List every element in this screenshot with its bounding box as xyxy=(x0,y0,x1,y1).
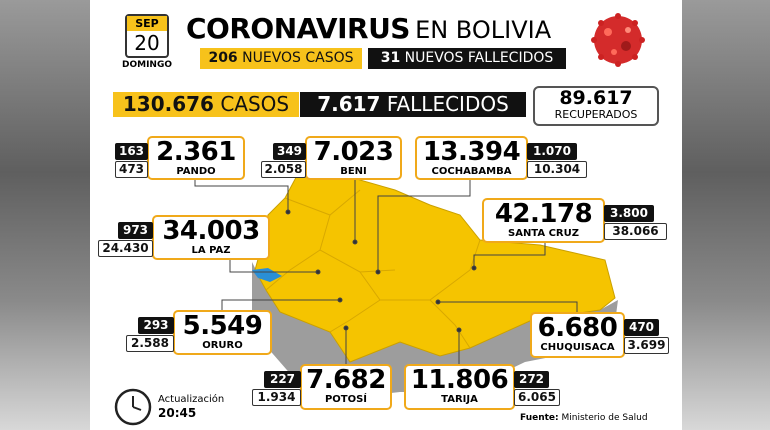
update-time: 20:45 xyxy=(158,406,197,420)
department-name: TARIJA xyxy=(441,394,478,405)
department-recovered: 473 xyxy=(115,161,148,178)
total-cases-value: 130.676 xyxy=(122,92,214,116)
calendar-weekday: DOMINGO xyxy=(122,60,172,70)
new-cases: 206 NUEVOS CASOS xyxy=(200,48,362,69)
department-recovered: 38.066 xyxy=(604,223,667,240)
leader-dot xyxy=(343,325,349,331)
department-box: 34.003 LA PAZ xyxy=(152,215,270,260)
department-name: BENI xyxy=(340,166,367,177)
department-cases: 7.023 xyxy=(313,137,394,167)
department-box: 5.549 ORURO xyxy=(173,310,272,355)
department-recovered: 6.065 xyxy=(514,389,560,406)
department-box: 2.361 PANDO xyxy=(147,136,245,180)
department-deaths: 973 xyxy=(118,222,153,239)
total-deaths-value: 7.617 xyxy=(317,92,381,116)
source: Fuente: Ministerio de Salud xyxy=(520,413,648,423)
total-recovered-value: 89.617 xyxy=(559,87,633,109)
department-recovered: 3.699 xyxy=(624,337,669,354)
department-cases: 6.680 xyxy=(537,313,618,343)
leader-line xyxy=(438,301,578,312)
total-cases: 130.676 CASOS xyxy=(113,92,299,117)
department-deaths: 1.070 xyxy=(527,143,577,160)
department-cases: 13.394 xyxy=(422,137,521,167)
leader-dot xyxy=(375,269,381,275)
department-cases: 11.806 xyxy=(410,365,509,395)
department-name: CHUQUISACA xyxy=(540,342,615,353)
total-deaths: 7.617 FALLECIDOS xyxy=(300,92,526,117)
leader-dot xyxy=(337,297,343,303)
title-suffix: EN BOLIVIA xyxy=(415,16,552,44)
leader-dot xyxy=(352,239,358,245)
title: CORONAVIRUS EN BOLIVIA xyxy=(186,12,551,45)
department-box: 11.806 TARIJA xyxy=(404,364,515,410)
new-deaths-value: 31 xyxy=(380,50,401,66)
source-label: Fuente: xyxy=(520,413,559,423)
department-cases: 7.682 xyxy=(306,365,386,395)
calendar-day: 20 xyxy=(134,31,160,55)
department-deaths: 470 xyxy=(624,319,659,336)
department-box: 7.023 BENI xyxy=(305,136,402,180)
department-deaths: 272 xyxy=(514,371,549,388)
leader-dot xyxy=(471,265,477,271)
department-cases: 5.549 xyxy=(182,311,263,341)
background-right xyxy=(682,0,770,430)
leader-dot xyxy=(285,209,291,215)
leader-dot xyxy=(435,299,441,305)
department-borders xyxy=(265,189,481,349)
total-recovered-label: RECUPERADOS xyxy=(554,108,638,121)
leader-line xyxy=(473,243,546,268)
department-name: SANTA CRUZ xyxy=(508,228,579,239)
department-recovered: 2.588 xyxy=(126,335,174,352)
total-recovered: 89.617 RECUPERADOS xyxy=(533,86,659,126)
department-cases: 34.003 xyxy=(162,216,260,246)
leader-dot xyxy=(315,269,321,275)
title-main: CORONAVIRUS xyxy=(186,12,410,45)
leader-line xyxy=(194,180,289,212)
leader-dot xyxy=(456,327,462,333)
new-cases-label: NUEVOS CASOS xyxy=(242,50,354,66)
department-box: 13.394 COCHABAMBA xyxy=(415,136,528,180)
department-recovered: 10.304 xyxy=(527,161,587,178)
department-deaths: 293 xyxy=(138,317,174,334)
source-text: Ministerio de Salud xyxy=(561,413,648,423)
department-name: LA PAZ xyxy=(191,245,231,256)
department-box: 7.682 POTOSÍ xyxy=(300,364,392,410)
calendar-icon: SEP 20 xyxy=(125,14,169,58)
department-name: PANDO xyxy=(176,166,216,177)
department-name: COCHABAMBA xyxy=(431,166,512,177)
total-cases-label: CASOS xyxy=(220,92,290,116)
department-name: POTOSÍ xyxy=(324,394,368,405)
virus-icon xyxy=(591,13,645,67)
department-box: 6.680 CHUQUISACA xyxy=(530,312,625,358)
department-recovered: 2.058 xyxy=(261,161,306,178)
leader-line xyxy=(229,260,318,273)
department-recovered: 1.934 xyxy=(252,389,301,406)
department-deaths: 3.800 xyxy=(604,205,654,222)
department-cases: 42.178 xyxy=(494,199,593,229)
background-left xyxy=(0,0,90,430)
department-name: ORURO xyxy=(202,340,243,351)
new-deaths-label: NUEVOS FALLECIDOS xyxy=(404,50,554,66)
department-cases: 2.361 xyxy=(156,137,236,167)
department-deaths: 349 xyxy=(273,143,306,160)
new-cases-value: 206 xyxy=(208,50,238,66)
department-deaths: 227 xyxy=(264,371,301,388)
calendar-month: SEP xyxy=(127,16,167,31)
department-deaths: 163 xyxy=(115,143,148,160)
total-deaths-label: FALLECIDOS xyxy=(386,92,509,116)
update-label: Actualización xyxy=(158,394,225,405)
leader-line xyxy=(221,299,340,310)
leader-line xyxy=(377,180,471,272)
department-box: 42.178 SANTA CRUZ xyxy=(482,198,605,243)
new-deaths: 31 NUEVOS FALLECIDOS xyxy=(368,48,566,69)
clock-icon xyxy=(114,388,152,426)
department-recovered: 24.430 xyxy=(98,240,153,257)
